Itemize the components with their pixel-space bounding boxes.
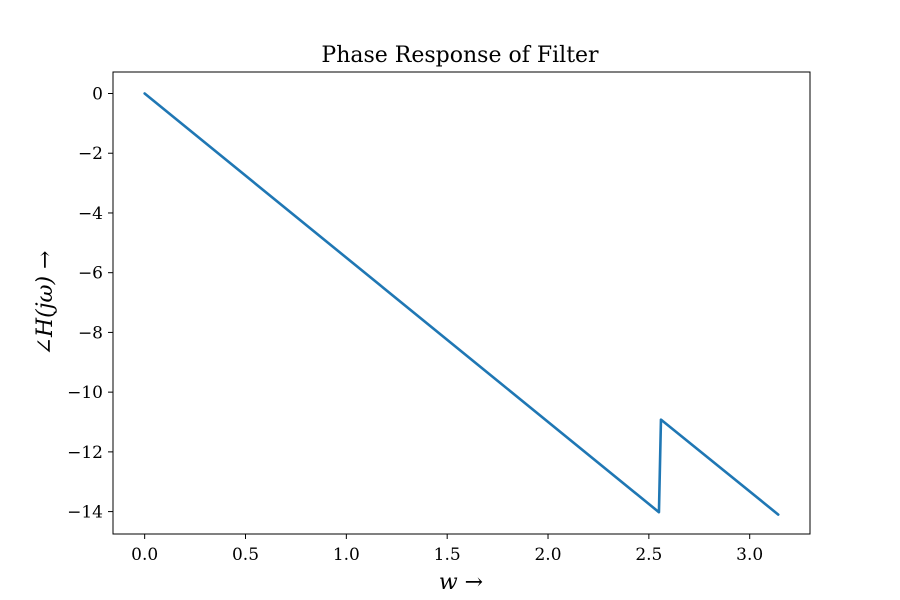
- y-tick-label: −6: [78, 264, 103, 284]
- y-axis-label: ∠H(jω) →: [33, 251, 58, 356]
- y-tick-label: −10: [67, 383, 103, 403]
- x-axis: 0.0 0.5 1.0 1.5 2.0 2.5 3.0: [131, 534, 763, 565]
- chart-title: Phase Response of Filter: [321, 43, 599, 68]
- x-tick-label: 1.0: [333, 545, 360, 565]
- x-tick-label: 1.5: [434, 545, 461, 565]
- axes-frame: [112, 71, 811, 535]
- y-tick-label: −14: [67, 503, 103, 523]
- x-tick-label: 2.5: [635, 545, 662, 565]
- plot-area: [143, 92, 780, 516]
- x-tick-label: 0.5: [232, 545, 259, 565]
- x-tick-label: 2.0: [534, 545, 561, 565]
- x-tick-label: 0.0: [131, 545, 158, 565]
- y-axis: 0 −2 −4 −6 −8 −10 −12 −14: [67, 85, 113, 523]
- y-tick-label: −2: [78, 144, 103, 164]
- phase-series-line: [143, 92, 780, 516]
- y-tick-label: −8: [78, 323, 103, 343]
- y-tick-label: 0: [92, 85, 103, 105]
- x-tick-label: 3.0: [736, 545, 763, 565]
- x-axis-label: w →: [439, 570, 483, 595]
- y-tick-label: −12: [67, 443, 103, 463]
- y-tick-label: −4: [78, 204, 103, 224]
